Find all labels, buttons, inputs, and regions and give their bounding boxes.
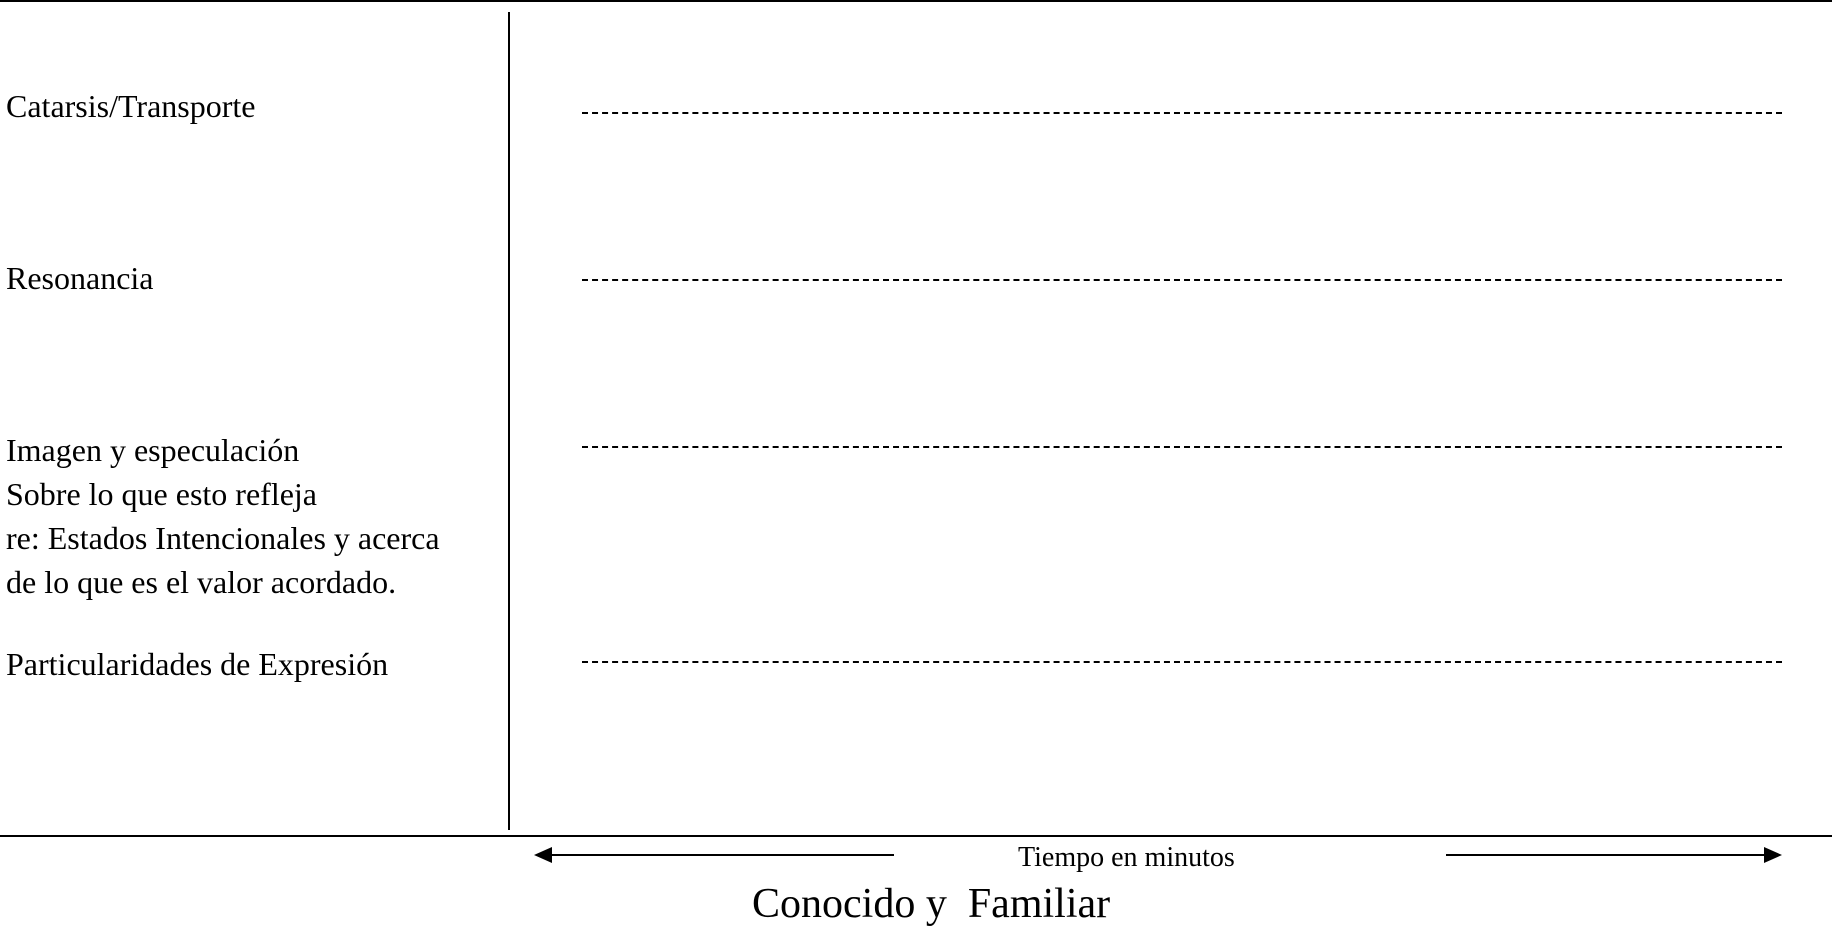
level-label-particularidades: Particularidades de Expresión [6, 646, 389, 682]
level-label-catarsis: Catarsis/Transporte [6, 88, 256, 124]
time-axis-label: Tiempo en minutos [1018, 842, 1235, 873]
vertical-axis [508, 12, 510, 830]
arrow-left-icon [534, 847, 552, 863]
time-arrow-left-line [548, 854, 894, 856]
level-label-imagen-line: re: Estados Intencionales y acerca [6, 520, 440, 556]
footer-title: Conocido y Familiar [752, 881, 1111, 927]
level-label-imagen-line: Sobre lo que esto refleja [6, 476, 317, 512]
level-line-resonancia [582, 279, 1782, 281]
time-arrow-right-line [1446, 854, 1764, 856]
level-line-catarsis [582, 112, 1782, 114]
bottom-rule [0, 835, 1832, 837]
arrow-right-icon [1764, 847, 1782, 863]
level-label-imagen-line: de lo que es el valor acordado. [6, 564, 397, 600]
level-label-resonancia: Resonancia [6, 260, 154, 296]
top-rule [0, 0, 1832, 2]
level-line-imagen [582, 446, 1782, 448]
level-label-imagen: Imagen y especulación Sobre lo que esto … [6, 428, 440, 604]
level-line-particularidades [582, 661, 1782, 663]
level-label-imagen-line: Imagen y especulación [6, 432, 300, 468]
